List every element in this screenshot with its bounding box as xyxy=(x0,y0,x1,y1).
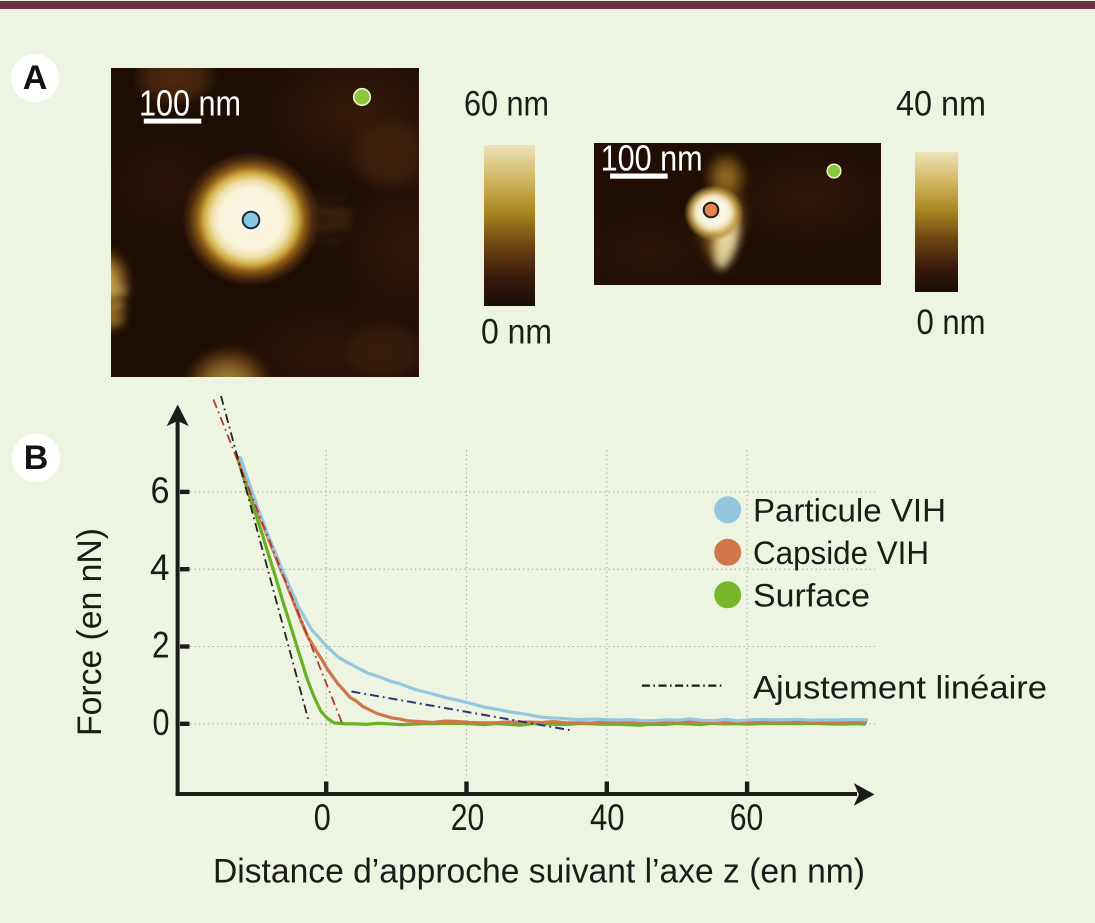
svg-text:2: 2 xyxy=(152,625,170,666)
svg-text:4: 4 xyxy=(150,547,170,588)
svg-text:100 nm: 100 nm xyxy=(139,83,241,124)
svg-text:20: 20 xyxy=(451,797,485,838)
svg-text:0: 0 xyxy=(314,797,331,838)
svg-text:0: 0 xyxy=(153,702,170,743)
svg-text:0 nm: 0 nm xyxy=(481,312,552,352)
svg-text:6: 6 xyxy=(151,470,170,511)
svg-text:100 nm: 100 nm xyxy=(601,143,703,179)
svg-text:60: 60 xyxy=(730,797,764,838)
svg-text:Capside VIH: Capside VIH xyxy=(753,535,929,571)
svg-text:0 nm: 0 nm xyxy=(917,303,986,342)
svg-text:Surface: Surface xyxy=(753,577,870,613)
svg-text:Distance d’approche suivant l’: Distance d’approche suivant l’axe z (en … xyxy=(213,852,865,890)
svg-text:40 nm: 40 nm xyxy=(896,85,986,124)
svg-text:60 nm: 60 nm xyxy=(464,84,549,124)
svg-text:Force (en nN): Force (en nN) xyxy=(71,528,109,736)
svg-text:40: 40 xyxy=(590,797,625,838)
svg-text:Ajustement linéaire: Ajustement linéaire xyxy=(753,670,1047,706)
svg-text:Particule VIH: Particule VIH xyxy=(753,493,946,529)
